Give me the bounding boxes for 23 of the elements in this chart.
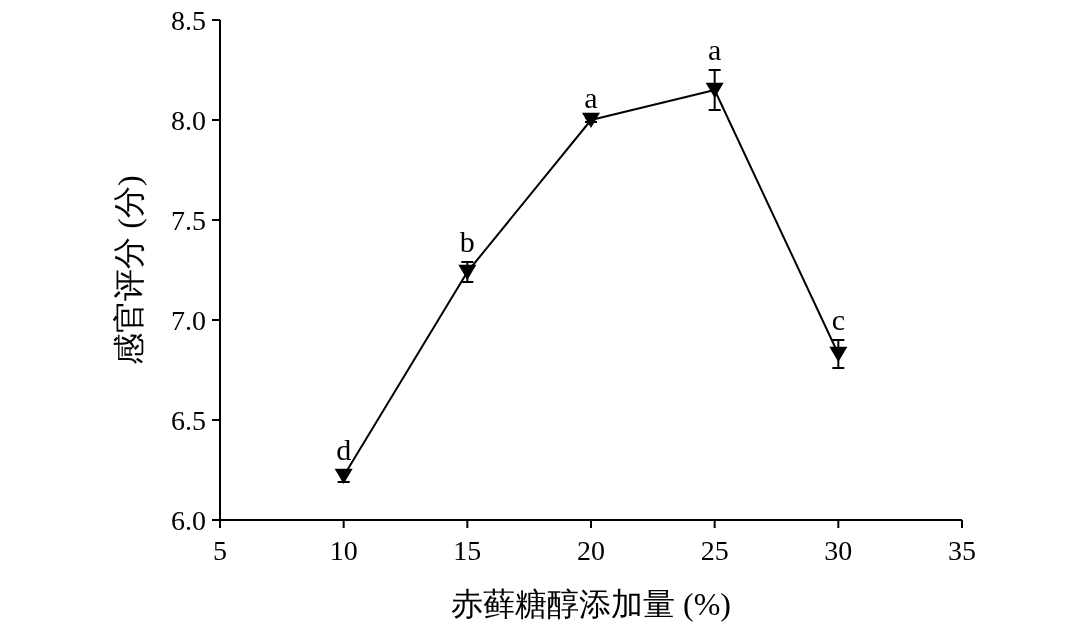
y-tick-label: 7.0 xyxy=(171,305,206,336)
y-tick-label: 8.5 xyxy=(171,5,206,36)
point xyxy=(582,112,600,129)
y-tick-label: 7.5 xyxy=(171,205,206,236)
y-tick-label: 8.0 xyxy=(171,105,206,136)
point xyxy=(705,82,724,99)
y-tick-label: 6.0 xyxy=(171,505,206,536)
x-tick-label: 5 xyxy=(213,535,227,566)
annotation: a xyxy=(584,81,598,114)
x-tick-label: 10 xyxy=(329,535,358,566)
point xyxy=(829,346,848,363)
x-tick-label: 35 xyxy=(948,535,976,566)
x-tick-label: 30 xyxy=(824,535,853,566)
x-axis-title: 赤藓糖醇添加量 (%) xyxy=(451,586,731,622)
x-tick-label: 15 xyxy=(453,535,482,566)
x-tick-label: 25 xyxy=(700,535,729,566)
annotation: b xyxy=(459,225,475,258)
annotation: c xyxy=(831,303,845,336)
y-tick-label: 6.5 xyxy=(171,405,206,436)
annotation: a xyxy=(708,33,722,66)
y-axis-title: 感官评分 (分) xyxy=(111,175,147,365)
x-tick-label: 20 xyxy=(577,535,605,566)
annotation: d xyxy=(336,433,352,466)
